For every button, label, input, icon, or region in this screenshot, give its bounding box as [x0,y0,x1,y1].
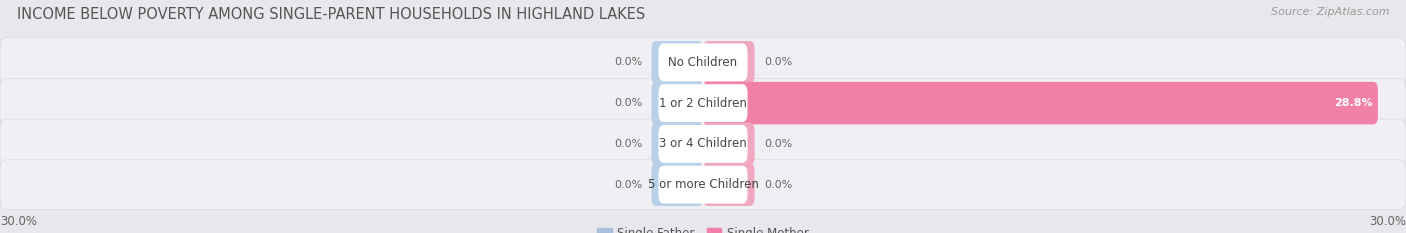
FancyBboxPatch shape [658,125,748,163]
Text: 30.0%: 30.0% [0,215,37,228]
FancyBboxPatch shape [0,119,1406,169]
Text: 0.0%: 0.0% [763,57,792,67]
Text: 5 or more Children: 5 or more Children [648,178,758,191]
Text: Source: ZipAtlas.com: Source: ZipAtlas.com [1271,7,1389,17]
FancyBboxPatch shape [703,123,755,165]
Text: 0.0%: 0.0% [614,98,643,108]
Text: 0.0%: 0.0% [763,139,792,149]
Legend: Single Father, Single Mother: Single Father, Single Mother [593,222,813,233]
FancyBboxPatch shape [658,166,748,204]
Text: 0.0%: 0.0% [763,180,792,190]
FancyBboxPatch shape [651,163,703,206]
FancyBboxPatch shape [658,43,748,81]
Text: INCOME BELOW POVERTY AMONG SINGLE-PARENT HOUSEHOLDS IN HIGHLAND LAKES: INCOME BELOW POVERTY AMONG SINGLE-PARENT… [17,7,645,22]
Text: No Children: No Children [668,56,738,69]
FancyBboxPatch shape [703,41,755,84]
Text: 30.0%: 30.0% [1369,215,1406,228]
FancyBboxPatch shape [0,160,1406,209]
Text: 28.8%: 28.8% [1334,98,1374,108]
FancyBboxPatch shape [703,163,755,206]
FancyBboxPatch shape [0,78,1406,128]
FancyBboxPatch shape [703,82,1378,124]
Text: 0.0%: 0.0% [614,57,643,67]
Text: 3 or 4 Children: 3 or 4 Children [659,137,747,150]
Text: 0.0%: 0.0% [614,180,643,190]
Text: 1 or 2 Children: 1 or 2 Children [659,97,747,110]
FancyBboxPatch shape [651,41,703,84]
FancyBboxPatch shape [658,84,748,122]
FancyBboxPatch shape [651,82,703,124]
FancyBboxPatch shape [651,123,703,165]
Text: 0.0%: 0.0% [614,139,643,149]
FancyBboxPatch shape [0,38,1406,87]
